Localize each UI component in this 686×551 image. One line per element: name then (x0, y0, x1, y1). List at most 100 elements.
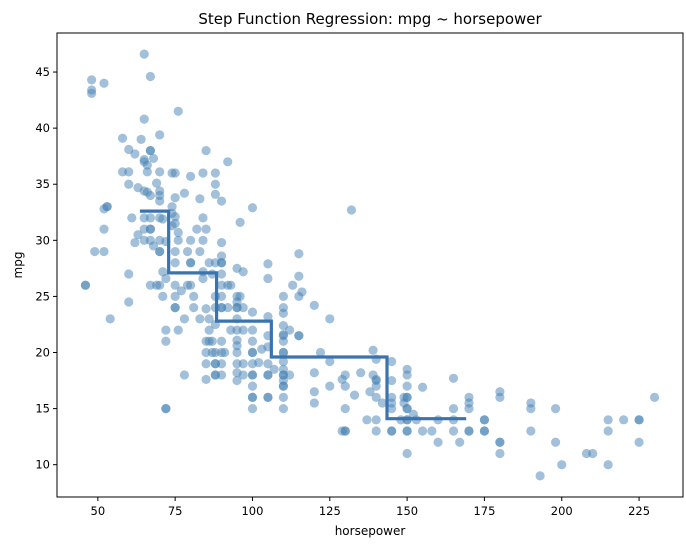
data-point (220, 347, 230, 358)
data-point (294, 249, 304, 259)
data-point (247, 347, 258, 358)
data-point (161, 403, 171, 414)
data-point (294, 271, 304, 281)
data-point (278, 403, 288, 414)
data-point (247, 370, 258, 380)
data-point (254, 358, 264, 368)
axes-frame (56, 32, 684, 498)
x-tick-label: 75 (168, 504, 183, 518)
data-point (133, 230, 143, 240)
data-point (216, 237, 227, 248)
data-point (325, 356, 335, 367)
y-tick-label: 35 (35, 177, 50, 191)
y-axis-ticks: 10 15 20 25 30 35 40 45 (35, 65, 57, 472)
data-point (238, 370, 248, 380)
data-point (433, 437, 443, 447)
data-point (195, 194, 205, 204)
y-tick-label: 10 (35, 458, 50, 472)
data-point (136, 134, 146, 144)
data-point (201, 145, 211, 156)
data-point (387, 375, 397, 386)
data-point (479, 426, 490, 436)
data-point (170, 246, 180, 257)
data-point (201, 304, 211, 314)
data-point (526, 426, 536, 436)
x-tick-label: 175 (473, 504, 495, 518)
data-point (371, 415, 381, 425)
data-point (278, 308, 288, 318)
data-point (99, 224, 109, 234)
data-point (195, 246, 205, 257)
data-point (247, 392, 258, 402)
data-point (263, 259, 273, 269)
data-point (235, 291, 245, 302)
data-point (223, 303, 233, 313)
data-point (603, 415, 613, 425)
step-fit-line (139, 209, 467, 421)
data-point (448, 426, 459, 436)
y-axis-label: mpg (11, 252, 25, 279)
data-point (232, 341, 242, 351)
data-point (365, 387, 375, 397)
data-point (263, 392, 273, 402)
data-point (124, 269, 134, 279)
data-point (294, 331, 304, 341)
y-tick-label: 40 (35, 121, 50, 135)
data-point (87, 75, 97, 85)
data-point (346, 205, 357, 215)
data-point (139, 114, 149, 124)
data-point (550, 403, 561, 414)
data-point (189, 291, 199, 302)
data-point (278, 291, 288, 302)
data-point (368, 345, 378, 355)
data-point (155, 280, 165, 290)
data-point (309, 300, 319, 310)
data-point (349, 390, 360, 400)
data-point (377, 398, 387, 408)
data-point (167, 202, 177, 212)
data-point (161, 325, 171, 335)
data-point (130, 149, 140, 159)
data-point (145, 224, 156, 234)
data-point (161, 336, 171, 346)
data-point (179, 314, 190, 324)
data-point (155, 196, 165, 206)
x-tick-label: 150 (396, 504, 418, 518)
data-point (210, 179, 220, 189)
data-point (325, 381, 335, 391)
data-point (158, 214, 168, 224)
data-point (170, 291, 180, 302)
data-point (148, 241, 159, 251)
data-point (309, 387, 319, 397)
data-point (294, 291, 304, 302)
data-point (170, 303, 180, 313)
data-point (362, 415, 372, 425)
data-point (216, 196, 227, 206)
data-point (232, 375, 242, 386)
data-point (402, 370, 412, 380)
y-tick-label: 15 (35, 402, 50, 416)
data-point (124, 167, 134, 177)
data-point (124, 297, 134, 307)
data-point (371, 374, 381, 385)
data-point (464, 426, 474, 436)
data-point (186, 280, 196, 290)
data-point (142, 160, 152, 170)
data-point (198, 235, 208, 245)
data-point (216, 251, 227, 261)
data-point (634, 415, 644, 425)
data-point (526, 403, 536, 414)
data-point (201, 359, 211, 369)
data-point (210, 189, 220, 199)
data-point (232, 347, 242, 358)
data-point (588, 448, 598, 459)
data-point (247, 307, 258, 317)
data-point (204, 325, 214, 335)
data-point (198, 273, 208, 284)
data-point (455, 437, 465, 447)
data-point (448, 403, 459, 414)
data-point (155, 167, 165, 177)
data-point (207, 336, 217, 346)
x-axis-label: horsepower (335, 524, 406, 538)
data-point (170, 258, 180, 268)
